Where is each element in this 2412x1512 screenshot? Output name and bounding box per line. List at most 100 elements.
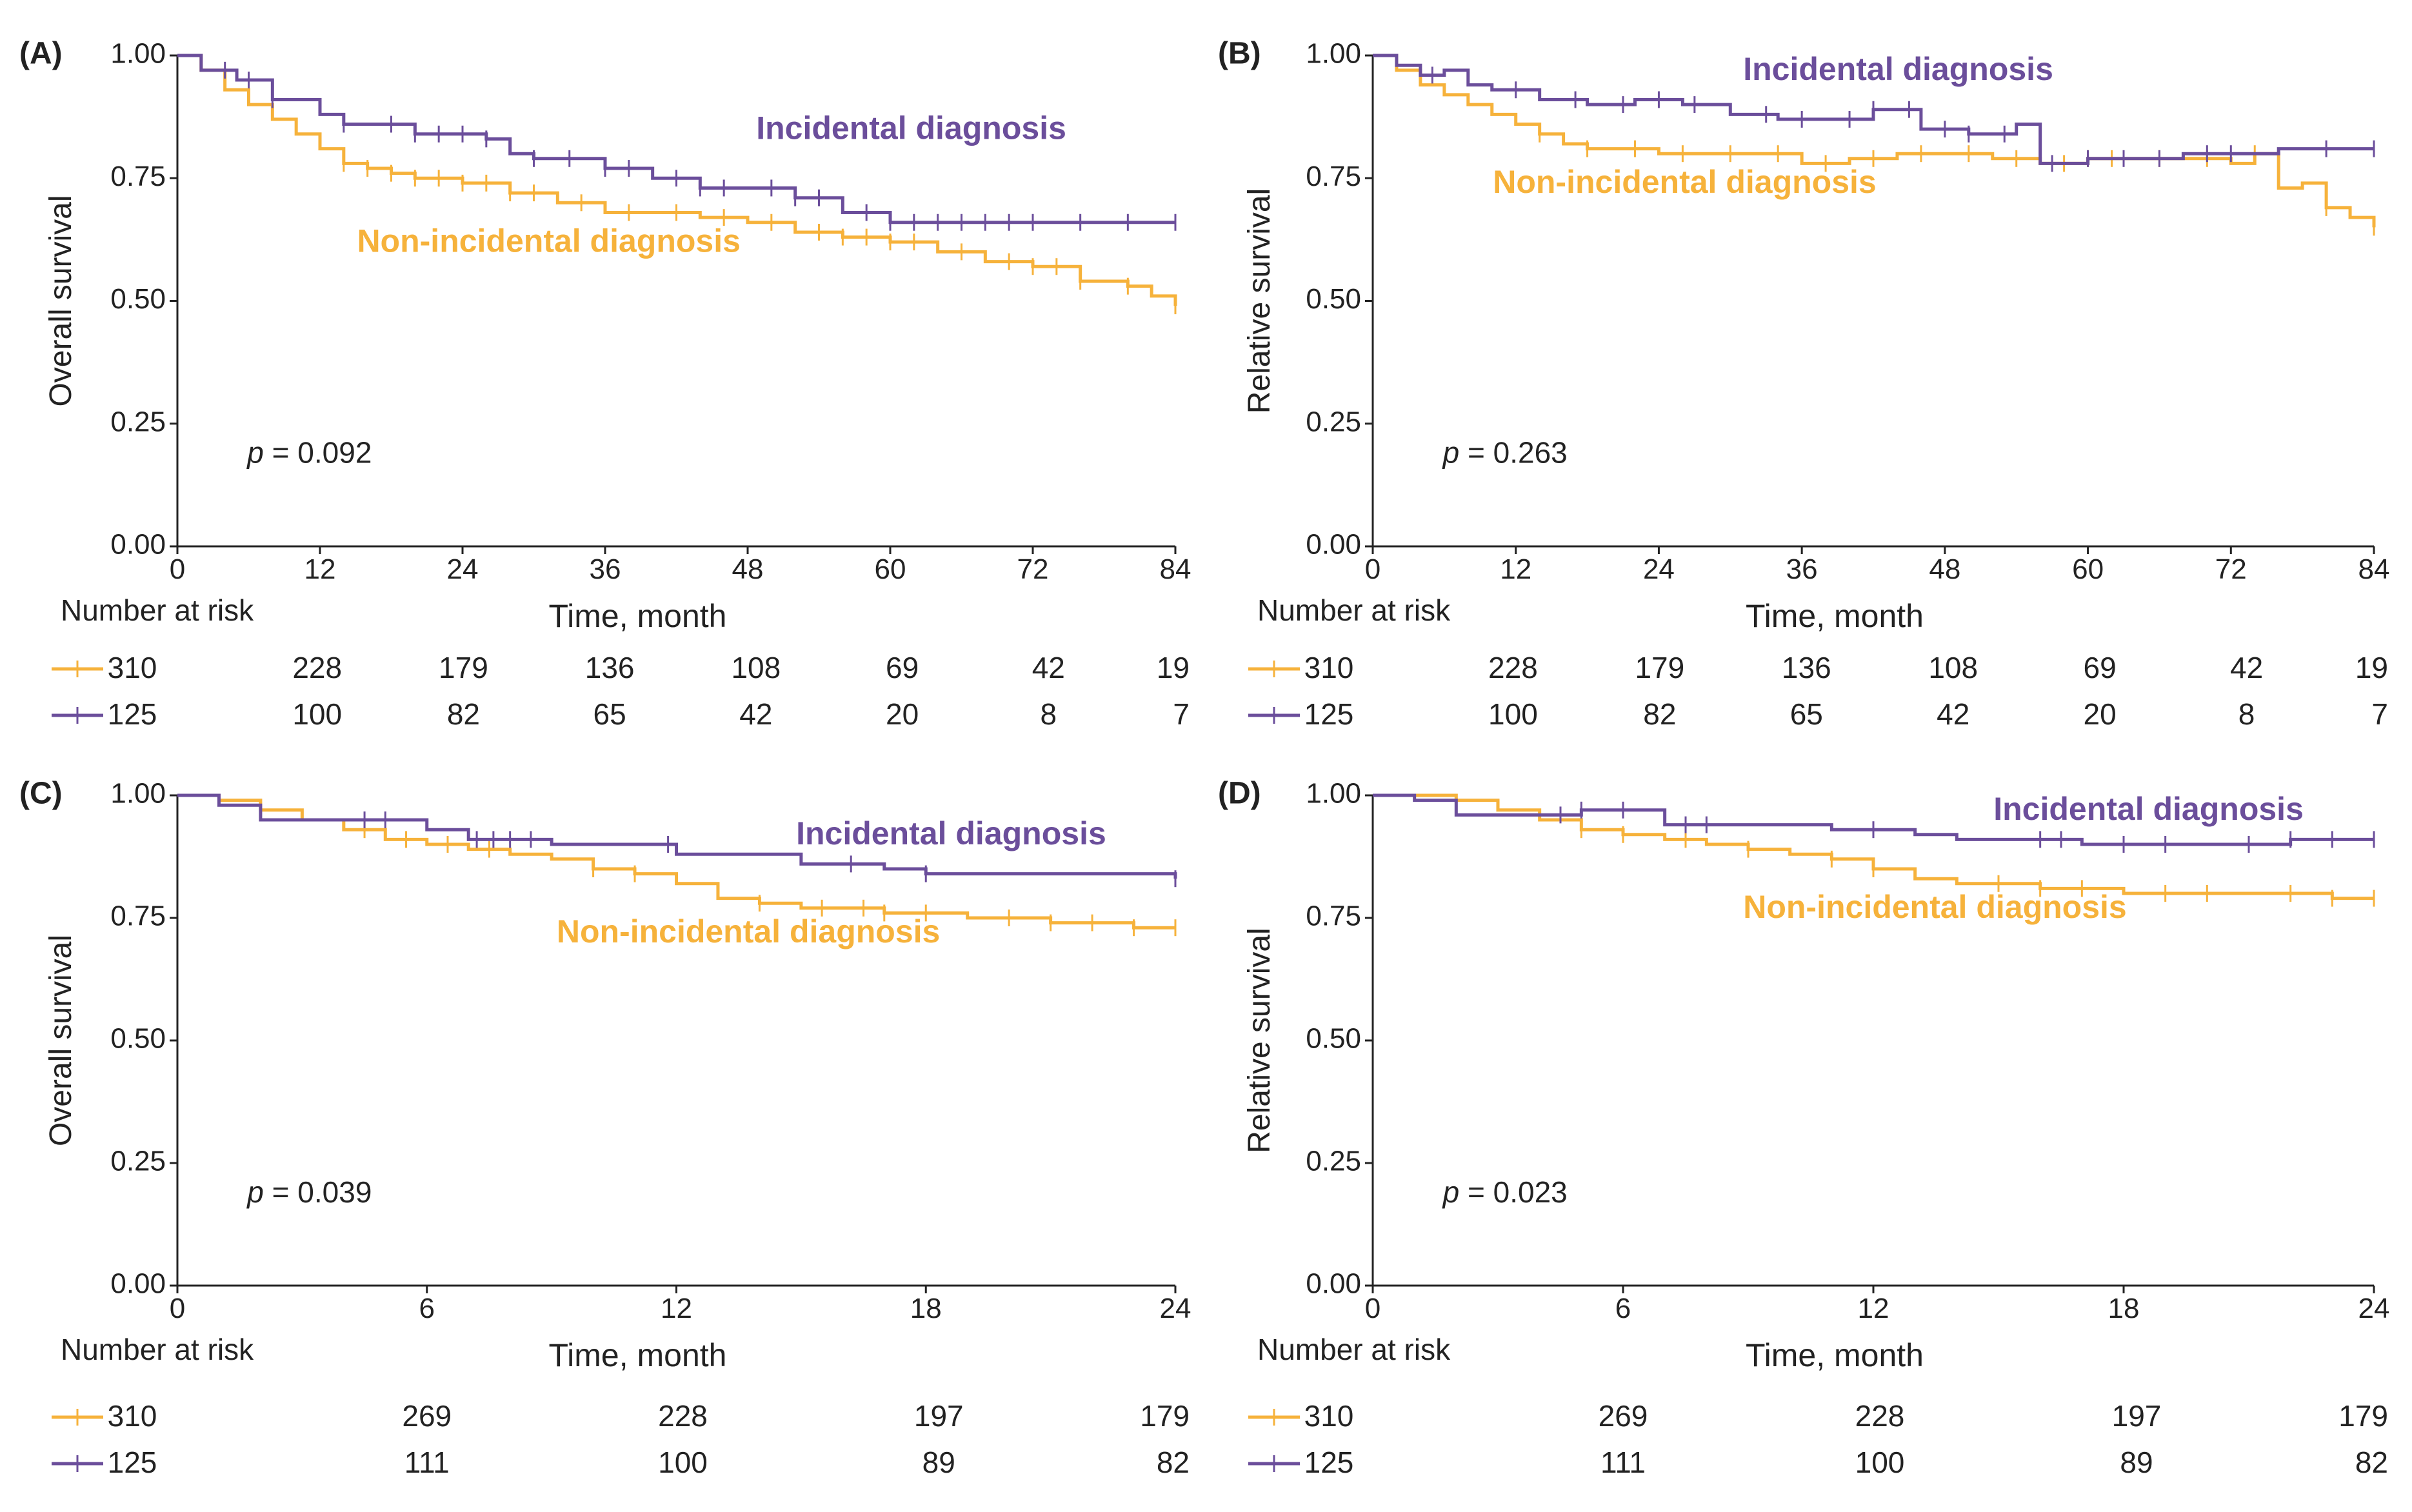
incidental-at-risk-count: 65	[1790, 697, 1823, 731]
y-tick-label: 1.00	[1306, 778, 1361, 810]
incidental-at-risk-count: 100	[658, 1446, 708, 1479]
x-tick-label: 0	[170, 553, 185, 585]
x-axis-label: Time, month	[1746, 598, 1924, 634]
x-tick-label: 24	[1160, 1293, 1191, 1324]
x-tick-label: 24	[2358, 1293, 2390, 1324]
x-tick-label: 12	[1500, 553, 1531, 585]
incidental-at-risk-count: 65	[593, 697, 626, 731]
y-tick-label: 0.50	[110, 283, 166, 315]
risk-table-title: Number at risk	[1257, 593, 1451, 627]
x-axis-label: Time, month	[548, 1337, 726, 1373]
incidental-at-risk-count: 111	[1600, 1446, 1646, 1479]
y-tick-label: 1.00	[110, 778, 166, 810]
x-axis-label: Time, month	[1746, 1337, 1924, 1373]
y-tick-label: 0.75	[1306, 900, 1361, 932]
incidental-series-label: Incidental diagnosis	[1993, 791, 2304, 827]
y-tick-label: 0.00	[1306, 1268, 1361, 1300]
x-tick-label: 12	[1858, 1293, 1889, 1324]
y-axis-label: Relative survival	[1242, 188, 1277, 413]
non-incidental-series-label: Non-incidental diagnosis	[357, 223, 740, 259]
x-tick-label: 0	[1365, 553, 1380, 585]
incidental-series-label: Incidental diagnosis	[1743, 51, 2053, 87]
non-incidental-at-risk-count: 19	[1157, 651, 1190, 684]
x-tick-label: 72	[1017, 553, 1049, 585]
x-tick-label: 36	[1786, 553, 1818, 585]
panel-b: (B) 0.00 0.25 0.50 0.75 1.00 0 12 24 36 48 60 72 84 Re…	[1218, 37, 2389, 731]
x-axis-label: Time, month	[548, 598, 726, 634]
y-tick-label: 0.25	[110, 406, 166, 437]
panel-label: (C)	[19, 777, 63, 811]
incidental-at-risk-count: 82	[1643, 697, 1676, 731]
incidental-at-risk-count: 8	[2238, 697, 2255, 731]
x-tick-label: 18	[910, 1293, 942, 1324]
incidental-series-label: Incidental diagnosis	[796, 815, 1106, 851]
panel-d: (D) 0.00 0.25 0.50 0.75 1.00 0 6 12 18 24 Relative …	[1218, 777, 2389, 1479]
incidental-at-risk-count: 125	[1304, 1446, 1354, 1479]
x-tick-label: 60	[2072, 553, 2104, 585]
incidental-at-risk-count: 20	[2084, 697, 2117, 731]
non-incidental-at-risk-count: 179	[1140, 1399, 1190, 1433]
non-incidental-at-risk-count: 310	[108, 651, 157, 684]
non-incidental-at-risk-count: 228	[1855, 1399, 1905, 1433]
p-value: p = 0.023	[1442, 1175, 1568, 1209]
incidental-at-risk-count: 82	[447, 697, 480, 731]
x-tick-label: 72	[2215, 553, 2247, 585]
non-incidental-at-risk-count: 228	[1488, 651, 1538, 684]
panel-label: (B)	[1218, 37, 1261, 71]
x-tick-label: 60	[875, 553, 906, 585]
incidental-at-risk-count: 82	[1157, 1446, 1190, 1479]
y-axis-label: Overall survival	[44, 935, 78, 1146]
non-incidental-at-risk-count: 179	[439, 651, 488, 684]
y-tick-label: 0.75	[110, 900, 166, 932]
non-incidental-at-risk-count: 197	[2112, 1399, 2162, 1433]
incidental-at-risk-count: 125	[108, 1446, 157, 1479]
non-incidental-at-risk-count: 42	[1032, 651, 1065, 684]
incidental-at-risk-count: 8	[1040, 697, 1057, 731]
y-tick-label: 0.75	[110, 161, 166, 192]
x-tick-label: 48	[1929, 553, 1960, 585]
x-tick-label: 6	[419, 1293, 435, 1324]
incidental-at-risk-count: 42	[1937, 697, 1969, 731]
x-tick-label: 24	[1643, 553, 1675, 585]
non-incidental-at-risk-count: 69	[886, 651, 919, 684]
y-tick-label: 1.00	[110, 38, 166, 70]
non-incidental-at-risk-count: 310	[1304, 651, 1354, 684]
x-tick-label: 12	[304, 553, 336, 585]
non-incidental-at-risk-count: 179	[1635, 651, 1684, 684]
incidental-at-risk-count: 125	[1304, 697, 1354, 731]
non-incidental-at-risk-count: 69	[2084, 651, 2117, 684]
incidental-series-label: Incidental diagnosis	[756, 110, 1066, 146]
non-incidental-at-risk-count: 42	[2230, 651, 2263, 684]
risk-table-title: Number at risk	[1257, 1333, 1451, 1366]
incidental-at-risk-count: 125	[108, 697, 157, 731]
x-tick-label: 18	[2108, 1293, 2140, 1324]
incidental-at-risk-count: 100	[1855, 1446, 1905, 1479]
non-incidental-series-label: Non-incidental diagnosis	[1493, 164, 1876, 200]
x-tick-label: 24	[447, 553, 479, 585]
risk-table-title: Number at risk	[61, 593, 254, 627]
y-tick-label: 1.00	[1306, 38, 1361, 70]
non-incidental-at-risk-count: 269	[402, 1399, 452, 1433]
y-tick-label: 0.25	[110, 1146, 166, 1177]
non-incidental-at-risk-count: 310	[108, 1399, 157, 1433]
panel-label: (D)	[1218, 777, 1261, 811]
non-incidental-at-risk-count: 310	[1304, 1399, 1354, 1433]
y-axis-label: Relative survival	[1242, 928, 1277, 1153]
non-incidental-at-risk-count: 228	[292, 651, 342, 684]
incidental-at-risk-count: 111	[404, 1446, 450, 1479]
y-tick-label: 0.00	[110, 529, 166, 561]
non-incidental-at-risk-count: 179	[2338, 1399, 2388, 1433]
incidental-at-risk-count: 82	[2355, 1446, 2388, 1479]
x-tick-label: 36	[590, 553, 621, 585]
p-value: p = 0.092	[246, 436, 372, 470]
non-incidental-at-risk-count: 19	[2355, 651, 2388, 684]
x-tick-label: 48	[732, 553, 764, 585]
y-tick-label: 0.00	[1306, 529, 1361, 561]
incidental-at-risk-count: 100	[292, 697, 342, 731]
non-incidental-series-label: Non-incidental diagnosis	[1743, 889, 2126, 925]
x-tick-label: 12	[661, 1293, 692, 1324]
panel-label: (A)	[19, 37, 63, 71]
y-tick-label: 0.50	[1306, 1023, 1361, 1055]
y-tick-label: 0.75	[1306, 161, 1361, 192]
p-value: p = 0.039	[246, 1175, 372, 1209]
